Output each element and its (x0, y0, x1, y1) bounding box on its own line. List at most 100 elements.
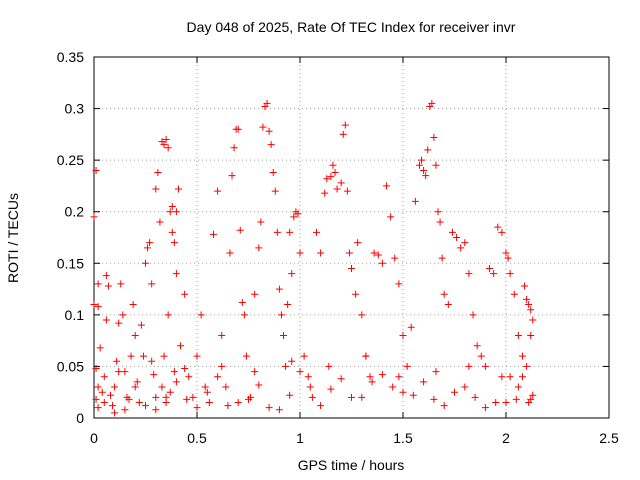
data-points (90, 99, 537, 417)
data-point (152, 393, 160, 401)
data-point (111, 409, 119, 417)
data-point (162, 136, 170, 144)
data-point (389, 383, 397, 391)
data-point (166, 208, 174, 216)
plot-frame (93, 56, 610, 419)
data-point (189, 393, 197, 401)
data-point (317, 402, 325, 410)
data-point (527, 331, 535, 339)
data-point (436, 218, 444, 226)
data-point (527, 306, 535, 314)
data-point (374, 251, 382, 259)
data-point (271, 187, 279, 195)
data-point (300, 352, 308, 360)
data-point (494, 223, 502, 231)
data-point (304, 373, 312, 381)
data-point (104, 282, 112, 290)
data-point (282, 362, 290, 370)
data-point (218, 362, 226, 370)
data-point (137, 321, 145, 329)
data-point (523, 295, 531, 303)
data-point (203, 388, 211, 396)
data-point (502, 399, 510, 407)
data-point (201, 383, 209, 391)
data-point (273, 228, 281, 236)
data-point (170, 239, 178, 247)
data-point (259, 123, 267, 131)
data-point (510, 290, 518, 298)
data-point (193, 352, 201, 360)
data-point (158, 383, 166, 391)
data-point (280, 331, 288, 339)
data-point (100, 373, 108, 381)
data-point (518, 373, 526, 381)
data-point (331, 169, 339, 177)
data-point (102, 316, 110, 324)
data-point (506, 373, 514, 381)
data-point (166, 388, 174, 396)
data-point (358, 393, 366, 401)
data-point (387, 213, 395, 221)
y-tick-label: 0.3 (65, 101, 85, 117)
data-point (308, 393, 316, 401)
data-point (337, 375, 345, 383)
data-point (378, 371, 386, 379)
data-point (160, 352, 168, 360)
data-point (144, 244, 152, 252)
data-point (168, 228, 176, 236)
data-point (348, 393, 355, 401)
data-point (504, 254, 512, 262)
data-point (391, 254, 399, 262)
data-point (290, 213, 298, 221)
data-point (214, 187, 222, 195)
data-point (96, 344, 104, 352)
data-point (420, 378, 428, 386)
data-point (275, 285, 283, 293)
data-point (255, 244, 263, 252)
data-point (162, 393, 170, 401)
data-point (148, 357, 156, 365)
data-point (492, 399, 500, 407)
data-point (236, 226, 244, 234)
data-point (185, 373, 193, 381)
data-point (255, 381, 263, 389)
data-point (490, 270, 498, 278)
data-point (448, 228, 456, 236)
data-point (506, 270, 514, 278)
data-point (329, 161, 337, 169)
data-point (438, 254, 446, 262)
data-point (502, 249, 510, 257)
data-point (399, 331, 407, 339)
data-point (434, 208, 442, 216)
data-point (234, 399, 242, 407)
data-point (100, 399, 108, 407)
data-point (337, 179, 345, 187)
y-tick-label: 0.15 (57, 255, 84, 271)
data-point (312, 228, 320, 236)
data-point (277, 311, 285, 319)
data-point (265, 127, 273, 135)
data-point (461, 239, 469, 247)
data-point (399, 388, 407, 396)
data-point (523, 362, 531, 370)
data-point (172, 208, 180, 216)
data-point (94, 303, 102, 311)
data-point (348, 264, 355, 272)
data-point (477, 352, 485, 360)
x-tick-label: 0.5 (187, 430, 207, 446)
data-point (512, 395, 520, 403)
data-point (317, 249, 325, 257)
data-point (146, 239, 154, 247)
data-point (242, 352, 250, 360)
data-point (131, 331, 139, 339)
data-point (90, 213, 98, 221)
data-point (121, 368, 129, 376)
y-tick-label: 0.1 (65, 307, 85, 323)
data-point (181, 364, 189, 372)
data-point (424, 146, 432, 154)
data-point (245, 395, 252, 403)
x-tick-label: 2 (502, 430, 510, 446)
data-point (430, 133, 438, 141)
data-point (451, 388, 458, 396)
